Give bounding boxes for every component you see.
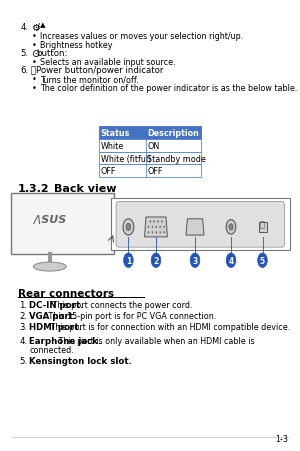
Text: ♪: ♪ xyxy=(229,204,233,209)
Text: This port connects the power cord.: This port connects the power cord. xyxy=(50,300,193,309)
Text: ⊙: ⊙ xyxy=(31,49,40,59)
Text: 1.3.2: 1.3.2 xyxy=(18,184,50,194)
Circle shape xyxy=(226,220,236,235)
Text: OFF: OFF xyxy=(147,167,163,176)
Text: HDMI port.: HDMI port. xyxy=(29,322,82,331)
Text: Brightness hotkey: Brightness hotkey xyxy=(40,41,113,50)
Text: •: • xyxy=(32,41,37,50)
Circle shape xyxy=(258,253,267,268)
Circle shape xyxy=(126,224,131,231)
Text: ⏻: ⏻ xyxy=(31,66,36,75)
Polygon shape xyxy=(145,217,167,237)
Text: Turns the monitor on/off.: Turns the monitor on/off. xyxy=(40,75,139,84)
Text: 5.: 5. xyxy=(20,356,28,365)
Text: ▲: ▲ xyxy=(40,23,46,28)
Text: ON: ON xyxy=(147,142,160,151)
Ellipse shape xyxy=(33,262,66,272)
Text: connected.: connected. xyxy=(29,345,74,354)
Text: Status: Status xyxy=(101,129,130,138)
Circle shape xyxy=(226,253,236,268)
Text: ⚿: ⚿ xyxy=(260,220,265,229)
Text: White: White xyxy=(101,142,124,151)
Text: 3: 3 xyxy=(192,256,198,265)
Text: HDMI: HDMI xyxy=(187,204,203,209)
Circle shape xyxy=(164,226,165,229)
FancyBboxPatch shape xyxy=(116,202,284,248)
Text: 1-3: 1-3 xyxy=(275,434,288,443)
Text: 1.: 1. xyxy=(20,300,28,309)
Circle shape xyxy=(150,221,151,223)
Text: 3.: 3. xyxy=(20,322,28,331)
Text: Description: Description xyxy=(147,129,199,138)
Text: This port is for connection with an HDMI compatible device.: This port is for connection with an HDMI… xyxy=(48,322,291,331)
Text: 2.: 2. xyxy=(20,311,28,320)
Text: This port is only available when an HDMI cable is: This port is only available when an HDMI… xyxy=(56,336,255,345)
Bar xyxy=(99,165,201,178)
Text: This 15-pin port is for PC VGA connection.: This 15-pin port is for PC VGA connectio… xyxy=(46,311,217,320)
Text: Selects an available input source.: Selects an available input source. xyxy=(40,58,176,67)
Circle shape xyxy=(148,226,149,229)
Circle shape xyxy=(151,253,161,268)
Text: 5: 5 xyxy=(260,256,265,265)
Circle shape xyxy=(160,226,161,229)
Text: 5.: 5. xyxy=(20,49,28,58)
Bar xyxy=(111,199,290,251)
Text: button:: button: xyxy=(37,49,68,58)
Text: The color definition of the power indicator is as the below table.: The color definition of the power indica… xyxy=(40,83,298,92)
Text: /\SUS: /\SUS xyxy=(33,215,67,225)
Text: 1: 1 xyxy=(126,256,131,265)
Text: DC: DC xyxy=(124,204,133,209)
Polygon shape xyxy=(186,219,204,235)
Text: Back view: Back view xyxy=(54,184,116,194)
Text: •: • xyxy=(32,58,37,67)
Circle shape xyxy=(156,226,157,229)
Text: 4.: 4. xyxy=(20,336,28,345)
Text: 4.: 4. xyxy=(20,23,28,32)
Text: Standby mode: Standby mode xyxy=(147,154,206,163)
Bar xyxy=(99,152,201,165)
Circle shape xyxy=(152,232,153,234)
Text: DC-IN port.: DC-IN port. xyxy=(29,300,84,309)
Text: •: • xyxy=(32,75,37,84)
Circle shape xyxy=(229,224,233,230)
Text: FOR HDMI: FOR HDMI xyxy=(221,209,241,213)
Circle shape xyxy=(157,221,159,223)
Text: Power button/power indicator: Power button/power indicator xyxy=(36,66,164,75)
Bar xyxy=(259,223,267,233)
Text: Kensington lock slot.: Kensington lock slot. xyxy=(29,356,132,365)
Bar xyxy=(99,127,201,140)
Circle shape xyxy=(190,253,200,268)
Text: •: • xyxy=(32,32,37,41)
Text: 4: 4 xyxy=(228,256,234,265)
Text: OFF: OFF xyxy=(101,167,116,176)
Bar xyxy=(11,194,114,255)
Text: Rear connectors: Rear connectors xyxy=(18,289,114,299)
Text: White (fitful): White (fitful) xyxy=(101,154,151,163)
Circle shape xyxy=(160,232,161,234)
Text: ⚙: ⚙ xyxy=(32,23,40,32)
Text: VGA port.: VGA port. xyxy=(29,311,76,320)
Circle shape xyxy=(154,221,155,223)
Bar xyxy=(99,140,201,152)
Circle shape xyxy=(123,219,134,235)
Text: •: • xyxy=(32,83,37,92)
Circle shape xyxy=(124,253,133,268)
Text: VGA: VGA xyxy=(150,204,162,209)
Circle shape xyxy=(152,226,153,229)
Circle shape xyxy=(164,232,165,234)
Text: Earphone jack.: Earphone jack. xyxy=(29,336,101,345)
Text: 2: 2 xyxy=(153,256,159,265)
Text: 6.: 6. xyxy=(20,66,28,75)
Circle shape xyxy=(161,221,163,223)
Circle shape xyxy=(148,232,149,234)
Text: Increases values or moves your selection right/up.: Increases values or moves your selection… xyxy=(40,32,244,41)
Text: /: / xyxy=(37,23,40,32)
Circle shape xyxy=(156,232,157,234)
